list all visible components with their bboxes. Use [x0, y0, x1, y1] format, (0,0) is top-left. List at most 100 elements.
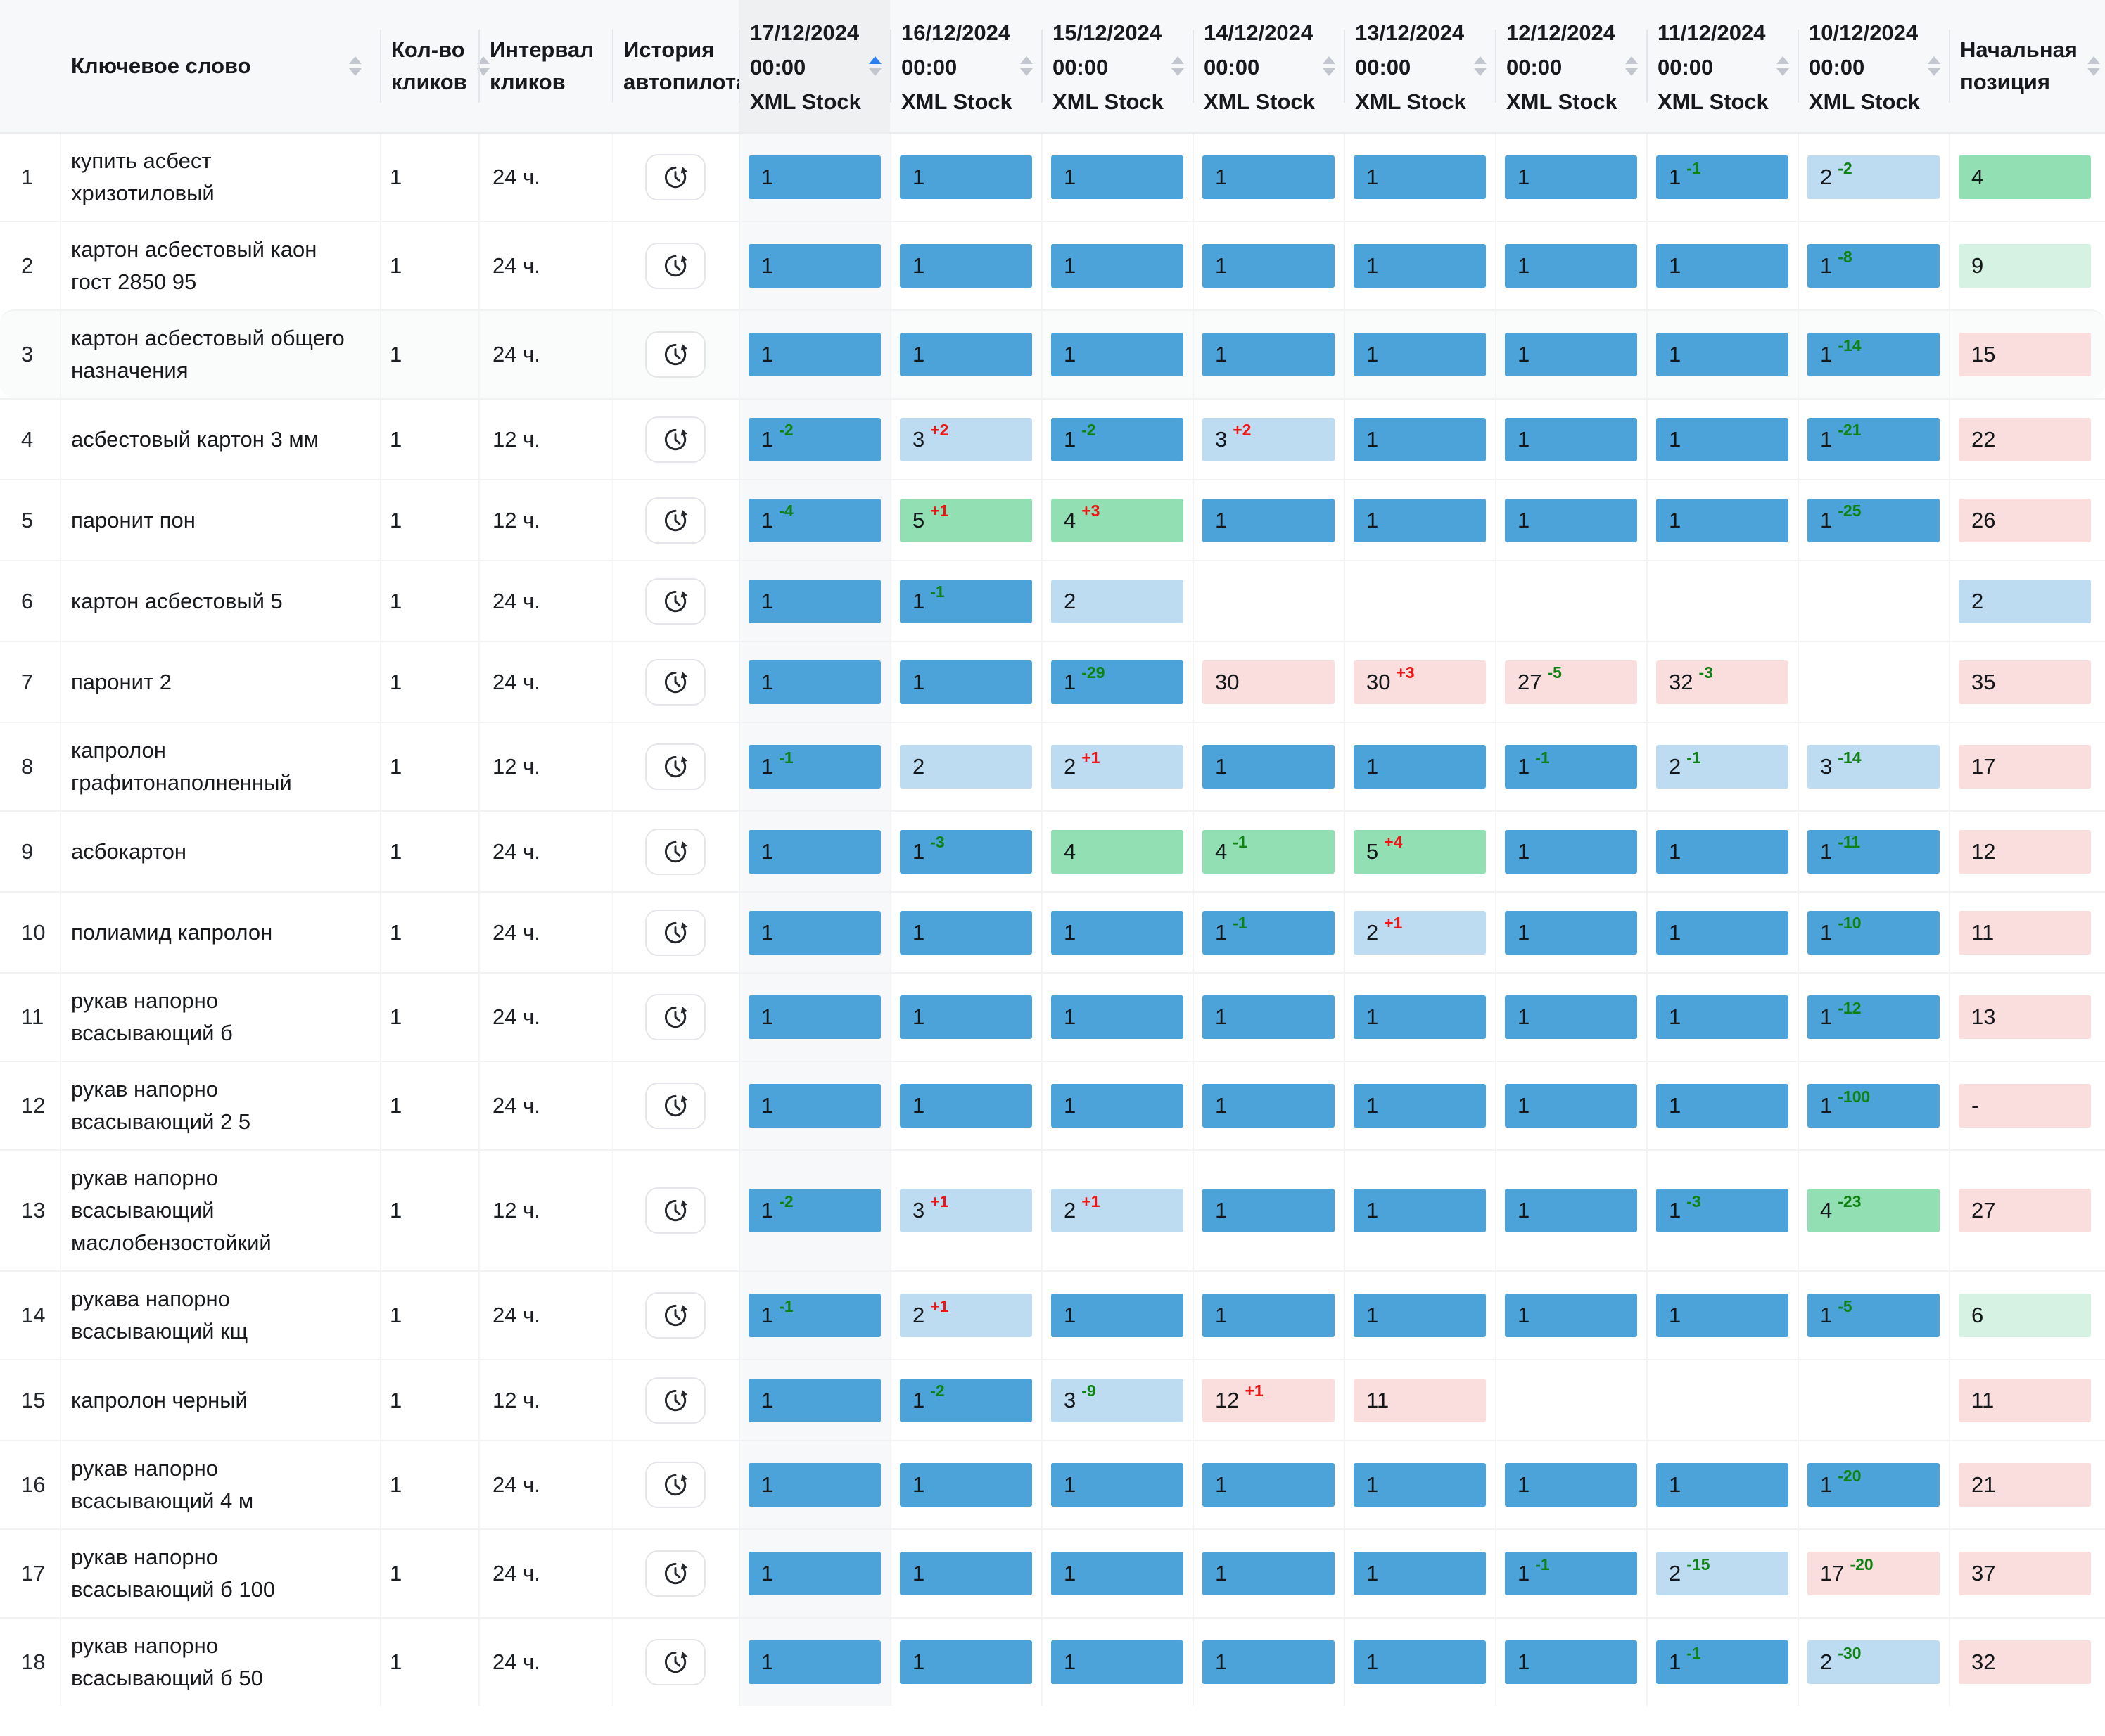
sort-icon[interactable] — [1776, 56, 1789, 76]
position-bar: 2 -15 — [1656, 1552, 1788, 1595]
position-bar: 12 +1 — [1202, 1378, 1335, 1422]
position-bar: 1 — [1656, 1084, 1788, 1128]
time-label: 00:00 — [750, 55, 806, 79]
position-delta: -100 — [1838, 1087, 1871, 1106]
position-bar: 3 -14 — [1807, 745, 1940, 789]
position-bar: 1 -2 — [749, 1189, 881, 1232]
initial-position-bar: 32 — [1959, 1640, 2091, 1684]
history-button[interactable] — [645, 416, 706, 463]
history-button[interactable] — [645, 1462, 706, 1508]
sort-icon[interactable] — [1171, 56, 1184, 76]
position-cell: 2 — [1041, 561, 1193, 641]
history-button[interactable] — [645, 331, 706, 378]
position-value: 1 — [912, 669, 925, 694]
position-value: 1 — [1820, 919, 1833, 945]
keyword-cell: капролон черный — [60, 1360, 380, 1440]
sort-icon[interactable] — [1625, 56, 1638, 76]
position-cell: 1 -2 — [890, 1360, 1041, 1440]
col-header-date-10[interactable]: 10/12/2024 00:00 XML Stock — [1798, 0, 1949, 132]
keyword-text: рукав напорно всасывающий маслобензостой… — [71, 1166, 272, 1255]
col-header-date-15[interactable]: 15/12/2024 00:00 XML Stock — [1041, 0, 1193, 132]
position-bar: 1 — [749, 1378, 881, 1422]
col-header-date-17[interactable]: 17/12/2024 00:00 XML Stock — [739, 0, 890, 132]
position-bar: 1 — [749, 1640, 881, 1684]
position-cell: 1 — [739, 893, 890, 972]
history-button[interactable] — [645, 1083, 706, 1129]
history-button[interactable] — [645, 1377, 706, 1424]
row-number-cell: 14 — [0, 1272, 60, 1359]
position-delta: -2 — [1081, 421, 1096, 439]
position-bar: 3 +2 — [900, 417, 1032, 461]
history-button[interactable] — [645, 658, 706, 706]
clicks-value: 1 — [390, 588, 402, 613]
col-header-initial-position[interactable]: Начальная позиция — [1949, 0, 2105, 132]
keyword-text: асбестовый картон 3 мм — [71, 426, 319, 452]
table-header: Ключевое слово Кол-во кликов Интервал клик… — [0, 0, 2105, 134]
position-value: 1 — [1518, 1198, 1530, 1223]
position-value: 1 — [1366, 165, 1379, 189]
position-bar: 30 — [1202, 660, 1335, 704]
history-button[interactable] — [645, 828, 706, 875]
position-cell: 1 -3 — [1646, 1151, 1798, 1270]
initial-position-bar: 22 — [1959, 417, 2091, 461]
position-value: 4 — [1215, 838, 1228, 864]
col-header-date-16[interactable]: 16/12/2024 00:00 XML Stock — [890, 0, 1041, 132]
position-value: 1 — [912, 253, 925, 278]
col-header-keyword[interactable]: Ключевое слово — [60, 0, 380, 132]
history-button[interactable] — [645, 1639, 706, 1685]
position-delta: +1 — [1081, 1192, 1100, 1211]
clock-history-icon — [664, 1094, 688, 1117]
position-bar: 1 — [1354, 1640, 1486, 1684]
history-button[interactable] — [645, 154, 706, 200]
position-bar: 1 — [1051, 155, 1183, 199]
sort-icon[interactable] — [1323, 56, 1335, 76]
position-value: 2 — [1064, 754, 1076, 779]
col-header-date-13[interactable]: 13/12/2024 00:00 XML Stock — [1344, 0, 1495, 132]
history-button[interactable] — [645, 1292, 706, 1339]
position-bar: 1 -1 — [749, 745, 881, 789]
col-header-date-14[interactable]: 14/12/2024 00:00 XML Stock — [1193, 0, 1344, 132]
position-cell: 1 — [739, 311, 890, 398]
position-value: 1 — [1518, 507, 1530, 532]
initial-position-bar: - — [1959, 1084, 2091, 1128]
position-bar: 1 — [1505, 244, 1637, 288]
history-button[interactable] — [645, 1550, 706, 1597]
position-cell: 1 -25 — [1798, 480, 1949, 560]
position-bar: 30 +3 — [1354, 660, 1486, 704]
position-bar: 1 — [749, 155, 881, 199]
position-cell: 1 — [739, 1360, 890, 1440]
sort-icon[interactable] — [1474, 56, 1487, 76]
position-value: 1 — [1064, 1004, 1076, 1029]
history-button[interactable] — [645, 577, 706, 625]
history-button[interactable] — [645, 1187, 706, 1234]
position-cell: 3 -14 — [1798, 723, 1949, 810]
position-value: 1 — [1518, 919, 1530, 945]
history-button[interactable] — [645, 994, 706, 1040]
position-bar: 1 — [1505, 829, 1637, 874]
sort-icon[interactable] — [869, 56, 882, 76]
position-value: 1 — [1215, 342, 1228, 366]
sort-down-arrow-icon — [869, 68, 882, 76]
keyword-text: полиамид капролон — [71, 919, 273, 945]
position-cell: 1 — [1344, 1530, 1495, 1617]
position-cell — [1646, 1360, 1798, 1440]
sort-icon[interactable] — [2087, 56, 2100, 76]
col-header-date-12[interactable]: 12/12/2024 00:00 XML Stock — [1495, 0, 1646, 132]
col-header-clicks[interactable]: Кол-во кликов — [380, 0, 490, 132]
position-cell: 1 — [1344, 222, 1495, 309]
sort-icon[interactable] — [349, 56, 362, 76]
history-button[interactable] — [645, 909, 706, 956]
table-row: 13 рукав напорно всасывающий маслобензост… — [0, 1149, 2105, 1270]
sort-icon[interactable] — [1020, 56, 1033, 76]
position-cell: 1 — [739, 642, 890, 722]
history-button[interactable] — [645, 743, 706, 790]
position-cell — [1798, 561, 1949, 641]
keyword-cell: картон асбестовый каон гост 2850 95 — [60, 222, 380, 309]
source-label: XML Stock — [1355, 89, 1466, 114]
col-header-date-11[interactable]: 11/12/2024 00:00 XML Stock — [1646, 0, 1798, 132]
position-cell: 1 — [1041, 1272, 1193, 1359]
interval-cell: 24 ч. — [478, 1619, 612, 1706]
sort-icon[interactable] — [1928, 56, 1940, 76]
history-button[interactable] — [645, 243, 706, 289]
history-button[interactable] — [645, 497, 706, 544]
